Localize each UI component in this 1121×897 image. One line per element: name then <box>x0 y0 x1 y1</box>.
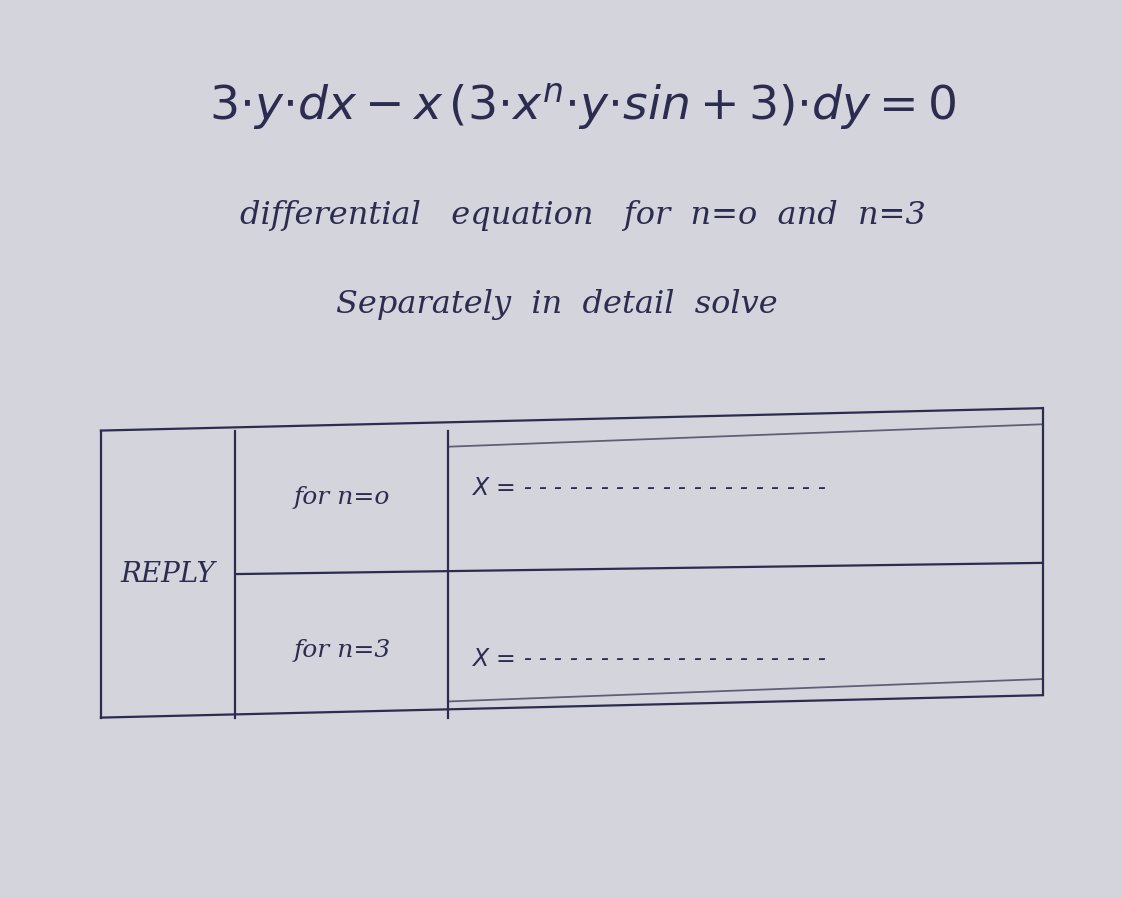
Text: $X$ = - - - - - - - - - - - - - - - - - - - -: $X$ = - - - - - - - - - - - - - - - - - … <box>471 477 826 501</box>
Text: REPLY: REPLY <box>121 561 215 588</box>
Text: for n=o: for n=o <box>294 486 390 509</box>
Text: $3{\cdot}y{\cdot}dx-x\,(3{\cdot}x^n{\cdot}y{\cdot}\mathit{sin}+3){\cdot}dy=0$: $3{\cdot}y{\cdot}dx-x\,(3{\cdot}x^n{\cdo… <box>210 82 956 134</box>
Text: differential   equation   for  n=o  and  n=3: differential equation for n=o and n=3 <box>240 200 926 231</box>
Text: $X$ = - - - - - - - - - - - - - - - - - - - -: $X$ = - - - - - - - - - - - - - - - - - … <box>471 648 826 671</box>
Text: Separately  in  detail  solve: Separately in detail solve <box>336 290 778 320</box>
Text: for n=3: for n=3 <box>294 639 390 662</box>
